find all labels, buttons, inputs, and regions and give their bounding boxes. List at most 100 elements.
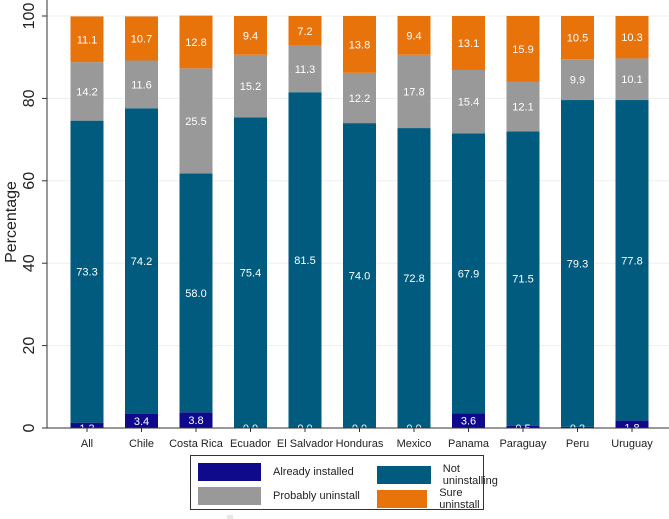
y-tick-label: 60: [21, 172, 38, 190]
bar-segment: [343, 72, 376, 124]
data-label: 71.5: [512, 274, 533, 286]
bar-segment: [561, 426, 594, 428]
x-tick-label: Costa Rica: [169, 438, 224, 450]
data-label: 12.1: [512, 101, 533, 113]
data-label: 0.3: [570, 423, 585, 435]
bar-segment: [179, 15, 213, 69]
y-tick-label: 20: [21, 337, 38, 355]
data-label: 1.8: [624, 422, 639, 434]
bar-segment: [70, 16, 104, 63]
legend-swatch: [377, 490, 428, 508]
bar-segment: [125, 60, 158, 109]
data-label: 72.8: [403, 273, 424, 285]
bar-segment: [125, 108, 158, 414]
bar-segment: [452, 69, 485, 134]
y-tick-label: 40: [21, 254, 38, 272]
legend-label: Not uninstalling: [442, 463, 498, 487]
data-label: 13.1: [458, 38, 479, 50]
bar-segment: [70, 422, 104, 428]
legend-item-not-uninstalling: Not uninstalling: [377, 463, 507, 487]
legend-item-sure-uninstall: Sure uninstall: [377, 487, 492, 511]
data-label: 1.3: [79, 423, 94, 435]
data-label: 10.1: [621, 74, 642, 86]
x-tick-label: Mexico: [397, 438, 432, 450]
bar-segment: [70, 62, 104, 121]
legend: Already installed Not uninstalling Proba…: [190, 455, 498, 511]
x-tick-label: All: [81, 438, 93, 450]
legend-label: Sure uninstall: [439, 487, 480, 511]
data-label: 10.3: [621, 32, 642, 44]
y-tick-label: 80: [21, 89, 38, 107]
x-tick-label: Ecuador: [230, 438, 271, 450]
data-label: 9.4: [406, 30, 421, 42]
axes: 0 20 40 60 80 100 All Chile Costa Rica Ecuador El …: [21, 0, 669, 450]
data-label: 12.8: [185, 37, 206, 49]
data-label: 0.0: [406, 423, 421, 435]
data-label: 12.2: [349, 93, 370, 105]
data-label: 0.0: [243, 423, 258, 435]
data-label: 11.6: [131, 79, 152, 91]
bar-segment: [615, 58, 649, 101]
data-label: 10.7: [131, 33, 152, 45]
bar-segment: [561, 59, 594, 101]
data-label: 79.3: [567, 258, 588, 270]
data-label: 0.5: [515, 423, 530, 435]
bar-segment: [615, 100, 649, 421]
legend-label: Already installed: [273, 466, 354, 478]
bar-segment: [452, 413, 485, 428]
data-label: 75.4: [240, 268, 261, 280]
bar-segment: [452, 133, 485, 414]
data-label: 74.2: [131, 256, 152, 268]
data-label: 81.5: [294, 255, 315, 267]
bar-segment: [288, 45, 322, 93]
bar-segment: [397, 54, 431, 129]
bar-segment: [179, 173, 213, 413]
bar-segment: [179, 412, 213, 428]
bar-segment: [561, 100, 594, 427]
bar-segment: [452, 16, 485, 70]
bar-segment: [288, 16, 322, 46]
bar-segment: [506, 16, 540, 82]
bar-segment: [234, 54, 267, 118]
data-label: 0.0: [352, 423, 367, 435]
data-label: 67.9: [458, 268, 479, 280]
data-label: 9.4: [243, 30, 258, 42]
data-label: 11.1: [77, 34, 98, 46]
data-label: 58.0: [185, 288, 206, 300]
bar-segment: [343, 123, 376, 429]
data-label: 74.0: [349, 271, 370, 283]
bar-segment: [288, 92, 322, 428]
x-tick-label: Uruguay: [611, 438, 653, 450]
bar-segment: [615, 16, 649, 59]
bar-segment: [506, 425, 540, 428]
data-label: 0.0: [297, 423, 312, 435]
y-tick-label: 0: [21, 423, 38, 432]
bar-segment: [561, 16, 594, 60]
legend-swatch: [198, 487, 261, 505]
bar-segment: [506, 81, 540, 132]
y-axis-label: Percentage: [3, 181, 20, 263]
x-tick-label: Paraguay: [499, 438, 547, 450]
data-label: 3.6: [461, 416, 476, 428]
y-tick-label: 100: [21, 3, 38, 30]
bar-segment: [343, 16, 376, 73]
x-tick-label: Panama: [448, 438, 490, 450]
bar-segment: [397, 16, 431, 55]
data-label: 15.2: [240, 81, 261, 93]
bar-segment: [615, 420, 649, 428]
bars: [70, 15, 649, 429]
x-tick-label: El Salvador: [277, 438, 334, 450]
decorative-mark: [227, 515, 233, 519]
data-label: 14.2: [76, 86, 97, 98]
x-tick-label: Chile: [129, 438, 154, 450]
bar-segment: [70, 120, 104, 423]
data-label: 73.3: [76, 267, 97, 279]
bar-segment: [234, 117, 267, 429]
data-label: 13.8: [349, 39, 370, 51]
x-tick-label: Honduras: [336, 438, 384, 450]
legend-label: Probably uninstall: [273, 490, 360, 502]
data-label: 3.4: [134, 416, 149, 428]
bar-segment: [125, 16, 158, 61]
data-label: 17.8: [403, 86, 424, 98]
